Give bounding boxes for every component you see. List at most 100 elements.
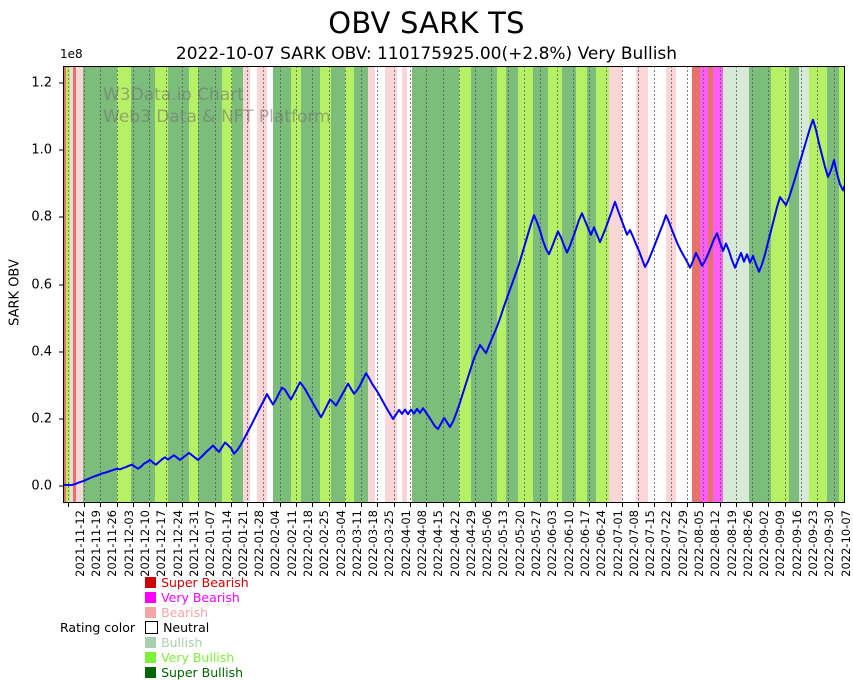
x-axis-tick-label: 2022-05-27	[529, 510, 543, 577]
x-axis-tick-label: 2022-08-26	[741, 510, 755, 577]
y-axis-tick-label: 0.2	[31, 411, 52, 427]
rating-band-very_bullish	[222, 66, 232, 503]
rating-band-bearish	[257, 66, 267, 503]
x-axis-tick-mark	[606, 503, 607, 507]
gridline-vertical	[475, 66, 476, 503]
rating-band-super_bearish	[73, 66, 76, 503]
gridline-vertical	[280, 66, 281, 503]
rating-band-very_bearish	[700, 66, 708, 503]
gridline-vertical	[622, 66, 623, 503]
y-axis-tick-label: 1.2	[31, 75, 52, 91]
gridline-vertical	[834, 66, 835, 503]
rating-band-very_bullish	[345, 66, 354, 503]
legend-label-super_bearish: Super Bearish	[161, 575, 249, 590]
rating-band-super_bullish	[562, 66, 576, 503]
x-axis-tick-label: 2021-11-26	[105, 510, 119, 577]
gridline-vertical	[768, 66, 769, 503]
y-axis-tick-mark	[59, 149, 63, 151]
rating-band-super_bearish	[692, 66, 700, 503]
rating-band-very_bullish	[839, 66, 845, 503]
gridline-vertical	[540, 66, 541, 503]
x-axis-tick-label: 2022-02-18	[301, 510, 315, 577]
x-axis-tick-label: 2022-03-18	[366, 510, 380, 577]
rating-band-neutral	[250, 66, 257, 503]
legend-item-very_bearish[interactable]: Very Bearish	[145, 590, 249, 605]
gridline-vertical	[263, 66, 264, 503]
legend-title: Rating color	[60, 620, 136, 635]
rating-band-super_bullish	[232, 66, 243, 503]
y-axis-tick-label: 0.8	[31, 209, 52, 225]
x-axis-tick-label: 2022-07-29	[676, 510, 690, 577]
gridline-vertical	[345, 66, 346, 503]
x-axis-tick-label: 2022-09-30	[822, 510, 836, 577]
rating-band-neutral	[407, 66, 412, 503]
rating-band-very_bullish	[771, 66, 789, 503]
x-axis-tick-label: 2022-07-08	[627, 510, 641, 577]
x-axis-tick-mark	[117, 503, 118, 507]
gridline-vertical	[329, 66, 330, 503]
x-axis-tick-label: 2022-10-07	[839, 510, 853, 577]
x-axis-tick-label: 2022-09-23	[806, 510, 820, 577]
legend-item-super_bullish[interactable]: Super Bullish	[145, 665, 249, 680]
x-axis-tick-mark	[557, 503, 558, 507]
x-axis-tick-mark	[768, 503, 769, 507]
x-axis-tick-mark	[312, 503, 313, 507]
legend-item-bullish[interactable]: Bullish	[145, 635, 249, 650]
legend-swatch-bearish	[145, 607, 157, 618]
x-axis-tick-label: 2022-03-25	[382, 510, 396, 577]
x-axis-tick-mark	[166, 503, 167, 507]
x-axis-tick-label: 2022-06-17	[578, 510, 592, 577]
legend-label-super_bullish: Super Bullish	[161, 665, 244, 680]
legend-items: Super Bearish Very Bearish Bearish Neutral B…	[145, 575, 253, 680]
x-axis-tick-label: 2022-02-25	[317, 510, 331, 577]
rating-band-very_bullish	[320, 66, 331, 503]
gridline-vertical	[394, 66, 395, 503]
x-axis-tick-label: 2021-12-17	[154, 510, 168, 577]
x-axis-tick-mark	[68, 503, 69, 507]
x-axis-tick-mark	[215, 503, 216, 507]
gridline-vertical	[215, 66, 216, 503]
legend-label-very_bearish: Very Bearish	[161, 590, 240, 605]
x-axis-tick-label: 2022-07-15	[643, 510, 657, 577]
x-axis-tick-mark	[736, 503, 737, 507]
legend-label-very_bullish: Very Bullish	[161, 650, 235, 665]
x-axis-tick-mark	[459, 503, 460, 507]
x-axis-tick-label: 2022-09-02	[757, 510, 771, 577]
gridline-vertical	[377, 66, 378, 503]
x-axis-tick-mark	[703, 503, 704, 507]
gridline-vertical	[752, 66, 753, 503]
x-axis-tick-label: 2022-01-07	[203, 510, 217, 577]
x-axis-tick-mark	[671, 503, 672, 507]
gridline-vertical	[671, 66, 672, 503]
x-axis-tick-mark	[524, 503, 525, 507]
rating-band-bearish	[402, 66, 407, 503]
gridline-vertical	[100, 66, 101, 503]
y-axis-tick-mark	[59, 82, 63, 84]
x-axis-tick-label: 2022-01-14	[220, 510, 234, 577]
legend-item-neutral[interactable]: Neutral	[145, 620, 249, 635]
rating-band-bearish	[609, 66, 622, 503]
rating-band-bearish	[70, 66, 73, 503]
x-axis-tick-mark	[361, 503, 362, 507]
gridline-vertical	[117, 66, 118, 503]
legend-item-very_bullish[interactable]: Very Bullish	[145, 650, 249, 665]
gridline-vertical	[198, 66, 199, 503]
legend-item-super_bearish[interactable]: Super Bearish	[145, 575, 249, 590]
x-axis-tick-mark	[622, 503, 623, 507]
gridline-vertical	[459, 66, 460, 503]
gridline-vertical	[557, 66, 558, 503]
x-axis-tick-mark	[508, 503, 509, 507]
rating-band-very_bullish	[548, 66, 562, 503]
x-axis-tick-mark	[100, 503, 101, 507]
x-axis-tick-mark	[785, 503, 786, 507]
legend-item-bearish[interactable]: Bearish	[145, 605, 249, 620]
rating-band-very_bullish	[596, 66, 609, 503]
x-axis-tick-mark	[247, 503, 248, 507]
x-axis-tick-mark	[589, 503, 590, 507]
y-axis-tick-mark	[59, 351, 63, 353]
rating-band-neutral	[397, 66, 402, 503]
x-axis-tick-mark	[426, 503, 427, 507]
x-axis-tick-label: 2022-05-06	[480, 510, 494, 577]
x-axis-tick-label: 2022-09-09	[773, 510, 787, 577]
x-axis-tick-mark	[231, 503, 232, 507]
